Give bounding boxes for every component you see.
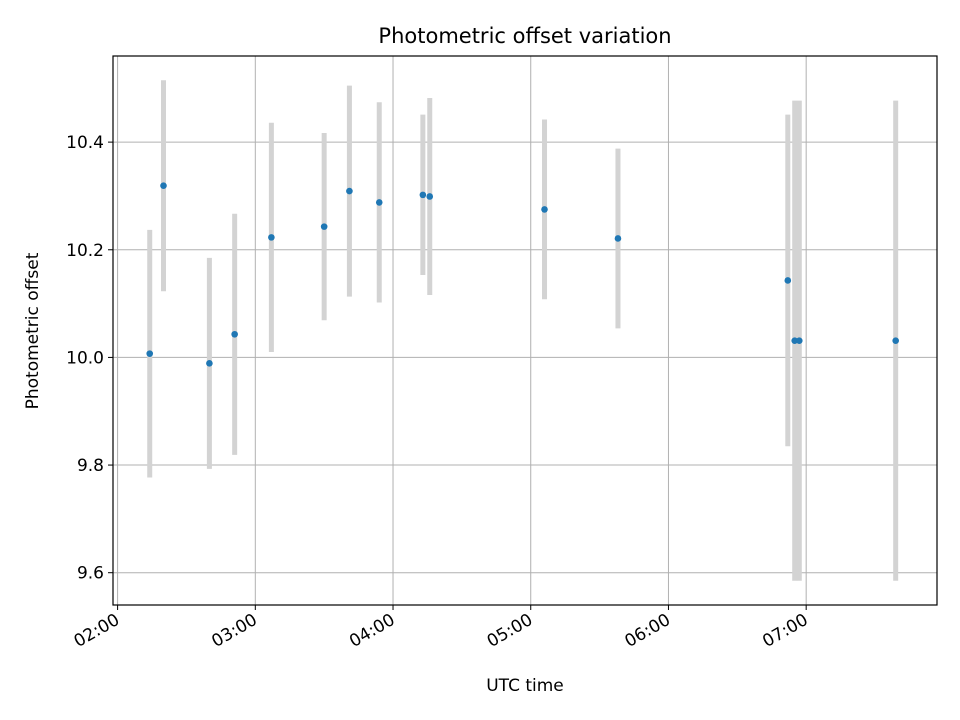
y-axis-label: Photometric offset <box>23 252 43 409</box>
data-point <box>160 182 167 190</box>
data-point <box>375 199 383 206</box>
data-point <box>346 187 353 195</box>
data-point <box>268 234 275 241</box>
y-tick-label: 9.6 <box>77 564 104 584</box>
data-points <box>146 182 899 367</box>
data-point <box>231 330 238 338</box>
data-point <box>419 191 427 199</box>
data-point <box>541 206 548 213</box>
y-tick-label: 9.8 <box>77 456 104 476</box>
data-point <box>206 360 213 367</box>
plot-frame <box>112 55 938 606</box>
data-point <box>892 337 899 345</box>
data-point <box>320 223 328 230</box>
data-point <box>426 193 434 200</box>
data-point <box>146 350 154 357</box>
y-axis-ticks: 9.6 9.8 10.0 10.2 10.4 <box>66 133 113 584</box>
y-tick-label: 10.4 <box>66 133 104 153</box>
y-tick-label: 10.2 <box>66 241 104 261</box>
data-point <box>795 337 803 345</box>
data-point <box>791 337 798 345</box>
x-axis-label: UTC time <box>486 676 564 696</box>
data-point <box>784 277 792 284</box>
data-point <box>614 235 622 242</box>
chart-title: Photometric offset variation <box>378 24 671 48</box>
y-tick-label: 10.0 <box>66 348 104 368</box>
